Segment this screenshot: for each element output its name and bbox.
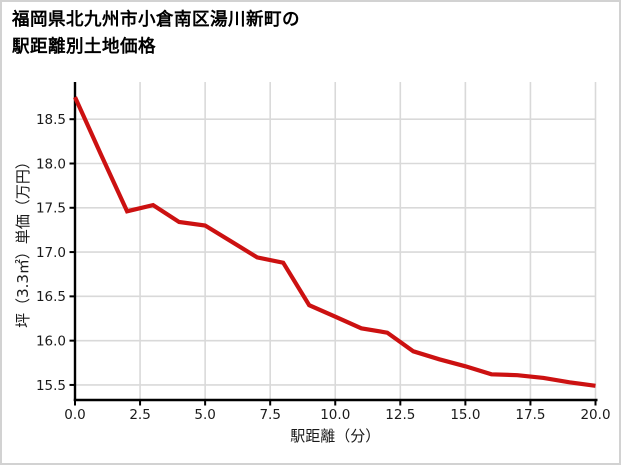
x-tick-label: 7.5 bbox=[259, 407, 280, 423]
chart-title-line1: 福岡県北九州市小倉南区湯川新町の bbox=[12, 10, 300, 30]
x-tick-label: 12.5 bbox=[385, 407, 415, 423]
x-tick-label: 17.5 bbox=[515, 407, 545, 423]
x-tick-label: 20.0 bbox=[580, 407, 610, 423]
y-tick-label: 17.5 bbox=[36, 201, 66, 217]
y-tick-label: 18.0 bbox=[36, 156, 66, 172]
x-tick-label: 15.0 bbox=[450, 407, 480, 423]
chart-title-line2: 駅距離別土地価格 bbox=[12, 37, 156, 57]
y-tick-label: 17.0 bbox=[36, 245, 66, 261]
y-axis-label: 坪（3.3㎡）単価（万円） bbox=[14, 154, 32, 328]
y-tick-label: 18.5 bbox=[36, 112, 66, 128]
x-tick-label: 10.0 bbox=[320, 407, 350, 423]
y-tick-label: 16.5 bbox=[36, 289, 66, 305]
x-tick-label: 0.0 bbox=[64, 407, 85, 423]
x-tick-label: 2.5 bbox=[129, 407, 150, 423]
y-tick-label: 16.0 bbox=[36, 334, 66, 350]
y-tick-label: 15.5 bbox=[36, 378, 66, 394]
x-axis-label: 駅距離（分） bbox=[290, 427, 380, 445]
chart-title: 福岡県北九州市小倉南区湯川新町の 駅距離別土地価格 bbox=[12, 7, 300, 61]
price-line bbox=[73, 96, 596, 388]
x-tick-label: 5.0 bbox=[194, 407, 215, 423]
